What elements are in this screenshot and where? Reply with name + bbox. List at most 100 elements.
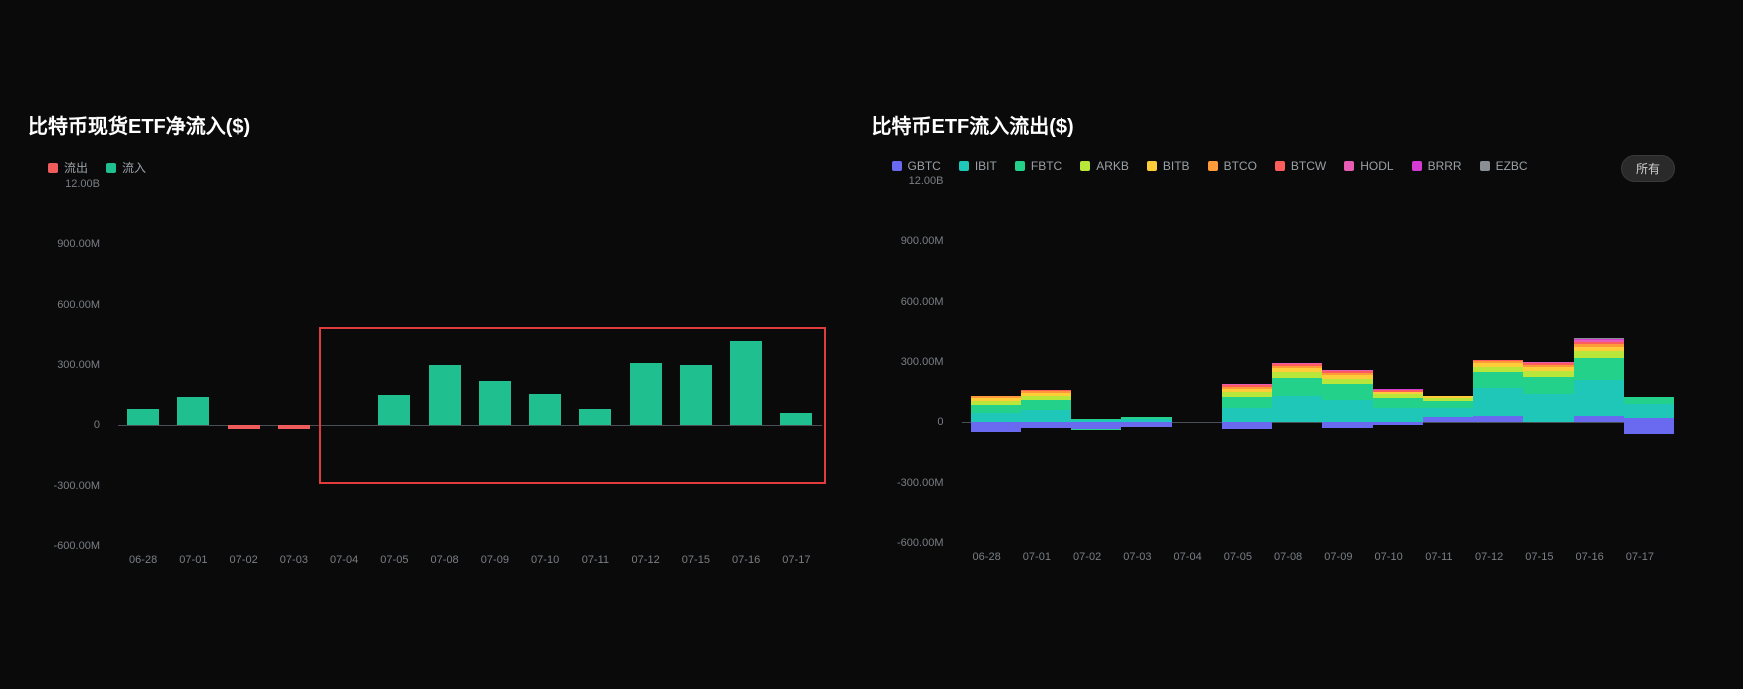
x-tick-label: 07-09 [481, 554, 509, 566]
y-tick-label: 300.00M [57, 359, 100, 371]
legend-label: EZBC [1496, 159, 1528, 173]
stacked-bar [1163, 181, 1213, 543]
bar-rect [730, 341, 762, 425]
legend-swatch [1344, 161, 1354, 171]
bar-rect [177, 397, 209, 425]
legend-swatch [106, 163, 116, 173]
net-flow-legend: 流出 流入 [28, 159, 832, 176]
x-tick-label: 07-05 [380, 554, 408, 566]
legend-swatch [48, 163, 58, 173]
legend-item[interactable]: GBTC [892, 159, 941, 173]
legend-swatch [1147, 161, 1157, 171]
bar [168, 184, 218, 546]
bar-segment [1624, 422, 1674, 434]
bar-segment [1624, 404, 1674, 418]
stacked-bar [1414, 181, 1464, 543]
legend-item[interactable]: HODL [1344, 159, 1393, 173]
legend-label: 流入 [122, 159, 146, 176]
stacked-bar [1313, 181, 1363, 543]
dashboard: 比特币现货ETF净流入($) 流出流入 12.00B900.00M600.00M… [0, 0, 1743, 689]
x-tick-label: 07-08 [1274, 551, 1302, 563]
bar-rect [278, 425, 310, 429]
bar [671, 184, 721, 546]
legend-label: BTCO [1224, 159, 1257, 173]
x-tick-label: 07-16 [732, 554, 760, 566]
legend-item[interactable]: 流入 [106, 159, 146, 176]
x-tick-label: 07-12 [632, 554, 660, 566]
bar-rect [529, 394, 561, 425]
x-tick-label: 07-10 [1375, 551, 1403, 563]
x-tick-label: 06-28 [973, 551, 1001, 563]
legend-item[interactable]: IBIT [959, 159, 997, 173]
legend-item[interactable]: BRRR [1412, 159, 1462, 173]
y-tick-label: 0 [937, 416, 943, 428]
legend-label: IBIT [975, 159, 997, 173]
bar-rect [127, 409, 159, 425]
y-tick-label: 12.00B [909, 175, 944, 187]
x-tick-label: 07-16 [1576, 551, 1604, 563]
x-axis: 06-2807-0107-0207-0307-0407-0507-0807-09… [962, 547, 1666, 571]
x-tick-label: 07-03 [280, 554, 308, 566]
legend-swatch [959, 161, 969, 171]
legend-label: FBTC [1031, 159, 1062, 173]
y-tick-label: 900.00M [57, 238, 100, 250]
legend-item[interactable]: ARKB [1080, 159, 1129, 173]
y-axis: 12.00B900.00M600.00M300.00M0-300.00M-600… [28, 184, 108, 546]
x-tick-label: 07-15 [682, 554, 710, 566]
x-tick-label: 06-28 [129, 554, 157, 566]
stacked-bar [1112, 181, 1162, 543]
bar [118, 184, 168, 546]
x-axis: 06-2807-0107-0207-0307-0407-0507-0807-09… [118, 550, 822, 574]
legend-item[interactable]: BTCW [1275, 159, 1326, 173]
bar [771, 184, 821, 546]
bar-rect [479, 381, 511, 425]
bar [319, 184, 369, 546]
legend-swatch [1015, 161, 1025, 171]
bar-rect [579, 409, 611, 425]
inflow-outflow-panel: 比特币ETF流入流出($) GBTC IBIT FBTC ARKB BITB BTCO BT… [872, 110, 1716, 689]
bar-rect [378, 395, 410, 425]
plot-area [962, 181, 1666, 543]
filter-all-button[interactable]: 所有 [1621, 155, 1675, 182]
bar-rect [429, 365, 461, 425]
legend-label: BTCW [1291, 159, 1326, 173]
bar [369, 184, 419, 546]
x-tick-label: 07-04 [330, 554, 358, 566]
bar-rect [780, 413, 812, 425]
y-tick-label: -300.00M [54, 480, 100, 492]
inflow-outflow-title: 比特币ETF流入流出($) [872, 110, 1676, 139]
legend-label: GBTC [908, 159, 941, 173]
net-flow-panel: 比特币现货ETF净流入($) 流出流入 12.00B900.00M600.00M… [28, 110, 872, 689]
bar [520, 184, 570, 546]
y-tick-label: 12.00B [65, 178, 100, 190]
bar [219, 184, 269, 546]
stacked-bar [1565, 181, 1615, 543]
legend-item[interactable]: BTCO [1208, 159, 1257, 173]
legend-label: HODL [1360, 159, 1393, 173]
legend-swatch [1080, 161, 1090, 171]
bar [621, 184, 671, 546]
bar [269, 184, 319, 546]
y-tick-label: -600.00M [54, 540, 100, 552]
bar-segment [1624, 397, 1674, 404]
legend-swatch [1208, 161, 1218, 171]
bar [721, 184, 771, 546]
legend-item[interactable]: 流出 [48, 159, 88, 176]
legend-item[interactable]: EZBC [1480, 159, 1528, 173]
legend-label: 流出 [64, 159, 88, 176]
legend-swatch [1412, 161, 1422, 171]
x-tick-label: 07-08 [431, 554, 459, 566]
y-tick-label: 0 [94, 419, 100, 431]
legend-item[interactable]: BITB [1147, 159, 1190, 173]
stacked-bar [1012, 181, 1062, 543]
inflow-outflow-chart: 12.00B900.00M600.00M300.00M0-300.00M-600… [872, 181, 1676, 571]
x-tick-label: 07-02 [230, 554, 258, 566]
bar-rect [630, 363, 662, 425]
legend-swatch [1275, 161, 1285, 171]
legend-item[interactable]: FBTC [1015, 159, 1062, 173]
y-tick-label: 600.00M [901, 296, 944, 308]
legend-swatch [1480, 161, 1490, 171]
legend-label: BITB [1163, 159, 1190, 173]
x-tick-label: 07-05 [1224, 551, 1252, 563]
x-tick-label: 07-17 [782, 554, 810, 566]
